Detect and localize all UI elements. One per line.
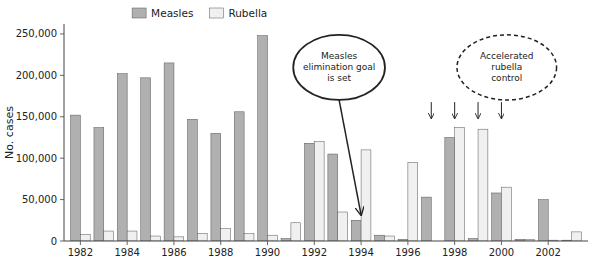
- x-tick-label: 1992: [302, 247, 327, 258]
- legend-swatch: [132, 8, 146, 18]
- x-tick-label: 1988: [208, 247, 233, 258]
- annotation-text: Measleselimination goalis set: [303, 51, 375, 83]
- bar: [211, 133, 221, 241]
- x-tick: [127, 241, 128, 245]
- annotation-text: Acceleratedrubellacontrol: [480, 51, 533, 83]
- bar: [104, 231, 114, 241]
- bar: [174, 237, 184, 241]
- bar: [71, 115, 81, 241]
- y-tick: [60, 158, 64, 159]
- x-tick: [361, 241, 362, 245]
- bar: [338, 212, 348, 241]
- annotation-arrow: [501, 102, 502, 118]
- chart-svg: 0 50,000 100,000 150,000 200,000 250,000 No. c…: [0, 0, 600, 265]
- x-tick-label: 1986: [161, 247, 186, 258]
- x-axis-line: [64, 241, 588, 242]
- bar: [151, 236, 161, 241]
- y-tick: [60, 75, 64, 76]
- x-axis: 1982 1984 1986 1988 1990 1992 1994 1996 1998 2000…: [68, 241, 561, 258]
- bar: [375, 235, 385, 241]
- x-tick: [501, 241, 502, 245]
- bar: [314, 142, 324, 241]
- bar: [478, 129, 488, 241]
- x-tick: [173, 241, 174, 245]
- x-tick: [407, 241, 408, 245]
- y-tick-label: 250,000: [16, 28, 57, 39]
- bar: [127, 231, 137, 241]
- annotation-line: is set: [327, 73, 351, 83]
- bar: [291, 223, 301, 241]
- annotation-ellipse: [457, 35, 557, 100]
- bar: [361, 150, 371, 241]
- bar: [351, 220, 361, 241]
- annotation-arrow: [454, 102, 455, 118]
- bar: [221, 229, 231, 241]
- annotations: Measleselimination goalis set Accelerated…: [293, 35, 556, 215]
- y-tick-label: 100,000: [16, 153, 57, 164]
- x-tick: [454, 241, 455, 245]
- annotation-line: elimination goal: [303, 62, 375, 72]
- bar: [538, 200, 548, 241]
- bar: [268, 235, 278, 241]
- bar: [258, 36, 268, 241]
- x-tick-label: 2000: [489, 247, 514, 258]
- x-tick-label: 1996: [395, 247, 420, 258]
- annotation-line: Accelerated: [480, 51, 533, 61]
- bar: [188, 119, 198, 241]
- y-tick-label: 50,000: [22, 194, 57, 205]
- bar: [94, 128, 104, 241]
- y-tick: [60, 116, 64, 117]
- bar: [164, 63, 174, 241]
- annotation-arrow: [339, 100, 361, 215]
- bar: [197, 234, 207, 241]
- x-tick-label: 1982: [68, 247, 93, 258]
- bar: [234, 112, 244, 241]
- legend: Measles Rubella: [132, 7, 267, 19]
- annotation-arrow: [431, 102, 432, 118]
- y-tick-label: 150,000: [16, 111, 57, 122]
- y-tick: [60, 199, 64, 200]
- bar: [445, 137, 455, 241]
- x-tick-label: 2002: [536, 247, 561, 258]
- bar: [421, 197, 431, 241]
- y-axis: 0 50,000 100,000 150,000 200,000 250,000: [16, 28, 64, 246]
- y-axis-line: [64, 24, 65, 241]
- bar: [492, 193, 502, 241]
- x-tick-label: 1984: [114, 247, 139, 258]
- annotation-arrow: [478, 102, 479, 118]
- legend-label: Measles: [151, 7, 193, 19]
- y-tick: [60, 33, 64, 34]
- annotation-line: control: [491, 73, 522, 83]
- x-tick: [80, 241, 81, 245]
- legend-swatch: [209, 8, 223, 18]
- x-tick-label: 1998: [442, 247, 467, 258]
- x-tick-label: 1994: [348, 247, 373, 258]
- x-tick: [314, 241, 315, 245]
- bar: [328, 154, 338, 241]
- x-tick: [548, 241, 549, 245]
- legend-label: Rubella: [228, 7, 267, 19]
- chart-container: 0 50,000 100,000 150,000 200,000 250,000 No. c…: [0, 0, 600, 265]
- y-tick-label: 200,000: [16, 70, 57, 81]
- bar: [304, 143, 314, 241]
- y-tick: [60, 241, 64, 242]
- bar: [384, 236, 394, 241]
- bar: [572, 232, 582, 241]
- annotation-line: rubella: [491, 62, 522, 72]
- x-tick: [267, 241, 268, 245]
- bars: [71, 36, 582, 241]
- bar: [80, 234, 90, 241]
- x-tick-label: 1990: [255, 247, 280, 258]
- bar: [501, 187, 511, 241]
- y-axis-label: No. cases: [3, 106, 16, 159]
- bar: [455, 128, 465, 241]
- bar: [141, 78, 151, 241]
- bar: [408, 162, 418, 241]
- annotation-line: Measles: [321, 51, 358, 61]
- annotation-ellipse: [293, 35, 385, 100]
- y-tick-label: 0: [51, 236, 57, 247]
- x-tick: [220, 241, 221, 245]
- bar: [117, 74, 127, 241]
- bar: [244, 234, 254, 241]
